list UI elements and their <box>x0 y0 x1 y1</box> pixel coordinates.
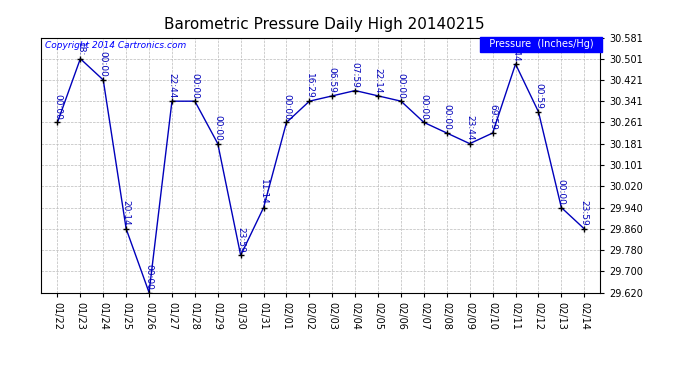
Text: 00:00: 00:00 <box>190 72 199 98</box>
Text: 07:44: 07:44 <box>511 36 520 61</box>
Text: 00:00: 00:00 <box>442 104 451 130</box>
Text: Pressure  (Inches/Hg): Pressure (Inches/Hg) <box>483 39 600 50</box>
Text: 18:: 18: <box>76 42 85 56</box>
Text: 23:59: 23:59 <box>580 200 589 226</box>
Text: Barometric Pressure Daily High 20140215: Barometric Pressure Daily High 20140215 <box>164 17 484 32</box>
Text: 06:59: 06:59 <box>328 67 337 93</box>
Text: 20:14: 20:14 <box>121 200 130 226</box>
Text: Copyright 2014 Cartronics.com: Copyright 2014 Cartronics.com <box>45 41 186 50</box>
Text: 00:00: 00:00 <box>53 94 62 120</box>
Text: 22:44: 22:44 <box>168 73 177 98</box>
Text: 00:00: 00:00 <box>282 94 291 120</box>
Text: 07:59: 07:59 <box>351 62 359 88</box>
Text: 00:00: 00:00 <box>213 115 222 141</box>
Text: 00:00: 00:00 <box>397 72 406 98</box>
Text: 22:14: 22:14 <box>373 68 383 93</box>
Text: 16:29: 16:29 <box>305 73 314 98</box>
Text: 23:44: 23:44 <box>465 116 474 141</box>
Text: 00:00: 00:00 <box>557 179 566 205</box>
Text: 00:00: 00:00 <box>420 94 428 120</box>
Text: 00:59: 00:59 <box>534 83 543 109</box>
Text: 69:59: 69:59 <box>488 104 497 130</box>
Text: 11:14: 11:14 <box>259 179 268 205</box>
Text: 00:00: 00:00 <box>99 51 108 77</box>
Text: 23:59: 23:59 <box>236 227 245 253</box>
Text: 00:00: 00:00 <box>145 264 154 290</box>
